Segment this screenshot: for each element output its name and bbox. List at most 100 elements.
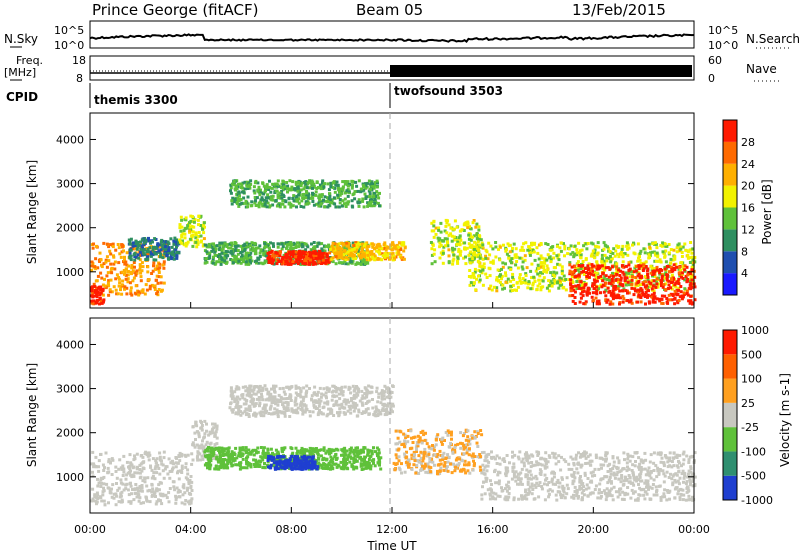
heatmap-cell: [100, 276, 104, 280]
heatmap-cell: [345, 201, 349, 205]
heatmap-cell: [357, 410, 361, 414]
heatmap-cell: [507, 266, 511, 270]
heatmap-cell: [256, 464, 260, 468]
heatmap-cell: [304, 250, 307, 254]
heatmap-cell: [352, 247, 356, 251]
heatmap-cell: [114, 465, 118, 469]
heatmap-cell: [598, 264, 602, 268]
heatmap-cell: [625, 244, 629, 248]
heatmap-cell: [237, 204, 241, 208]
heatmap-cell: [148, 284, 152, 288]
heatmap-cell: [157, 249, 161, 253]
heatmap-cell: [247, 451, 251, 455]
heatmap-cell: [476, 240, 480, 244]
heatmap-cell: [95, 279, 99, 283]
heatmap-cell: [516, 266, 520, 270]
heatmap-cell: [362, 244, 366, 248]
heatmap-cell: [530, 262, 534, 266]
heatmap-cell: [457, 247, 461, 251]
heatmap-cell: [112, 254, 115, 258]
heatmap-cell: [164, 493, 168, 497]
heatmap-cell: [224, 466, 228, 470]
heatmap-cell: [342, 456, 346, 460]
heatmap-cell: [259, 198, 263, 202]
heatmap-cell: [582, 302, 586, 306]
heatmap-cell: [655, 279, 659, 283]
heatmap-cell: [369, 454, 373, 458]
heatmap-cell: [301, 261, 305, 265]
heatmap-cell: [105, 274, 109, 278]
heatmap-cell: [472, 276, 476, 280]
heatmap-cell: [130, 492, 133, 496]
heatmap-cell: [237, 259, 241, 263]
heatmap-cell: [268, 204, 272, 208]
heatmap-cell: [252, 458, 256, 462]
heatmap-cell: [649, 264, 653, 268]
heatmap-cell: [96, 477, 99, 481]
heatmap-cell: [243, 180, 247, 184]
heatmap-cell: [107, 293, 111, 297]
heatmap-cell: [602, 241, 606, 245]
heatmap-cell: [515, 260, 519, 263]
heatmap-cell: [99, 291, 103, 295]
heatmap-cell: [101, 283, 105, 287]
heatmap-cell: [345, 449, 349, 453]
heatmap-cell: [99, 478, 103, 482]
heatmap-cell: [311, 196, 315, 200]
heatmap-cell: [224, 261, 228, 265]
heatmap-cell: [271, 242, 275, 246]
heatmap-cell: [577, 286, 581, 290]
heatmap-cell: [99, 300, 103, 304]
heatmap-cell: [158, 266, 162, 270]
heatmap-cell: [192, 225, 196, 229]
heatmap-cell: [104, 258, 108, 262]
heatmap-cell: [366, 181, 370, 185]
heatmap-cell: [689, 299, 693, 303]
heatmap-cell: [364, 262, 367, 265]
heatmap-cell: [361, 199, 365, 203]
heatmap-cell: [624, 264, 628, 268]
heatmap-cell: [683, 278, 687, 282]
heatmap-cell: [193, 218, 197, 221]
heatmap-cell: [244, 449, 248, 453]
heatmap-cell: [618, 274, 622, 277]
heatmap-cell: [359, 448, 363, 452]
heatmap-cell: [599, 291, 602, 295]
heatmap-cell: [172, 485, 176, 489]
heatmap-cell: [456, 255, 460, 259]
heatmap-cell: [617, 294, 621, 298]
heatmap-cell: [654, 285, 658, 289]
heatmap-cell: [438, 256, 442, 260]
heatmap-cell: [243, 187, 247, 191]
heatmap-cell: [145, 250, 149, 253]
heatmap-cell: [271, 203, 275, 207]
heatmap-cell: [262, 184, 266, 188]
heatmap-cell: [378, 191, 381, 195]
heatmap-cell: [353, 197, 357, 201]
heatmap-cell: [308, 455, 312, 459]
heatmap-cell: [352, 244, 356, 247]
heatmap-cell: [118, 458, 122, 462]
freq-label: Freq.: [16, 54, 43, 67]
heatmap-cell: [141, 265, 145, 269]
heatmap-cell: [537, 243, 541, 247]
heatmap-cell: [672, 248, 676, 252]
heatmap-cell: [322, 446, 326, 450]
heatmap-cell: [291, 197, 295, 200]
heatmap-cell: [372, 185, 376, 188]
heatmap-cell: [362, 253, 366, 257]
heatmap-cell: [355, 246, 359, 250]
heatmap-cell: [270, 261, 274, 265]
heatmap-cell: [592, 278, 596, 282]
heatmap-cell: [296, 185, 300, 189]
heatmap-cell: [236, 261, 240, 265]
heatmap-cell: [240, 190, 244, 194]
heatmap-cell: [688, 248, 692, 252]
heatmap-cell: [682, 291, 686, 295]
heatmap-cell: [133, 255, 137, 258]
heatmap-cell: [472, 245, 476, 249]
heatmap-cell: [609, 300, 613, 304]
heatmap-cell: [292, 194, 296, 198]
heatmap-cell: [673, 289, 677, 293]
heatmap-cell: [93, 265, 97, 269]
